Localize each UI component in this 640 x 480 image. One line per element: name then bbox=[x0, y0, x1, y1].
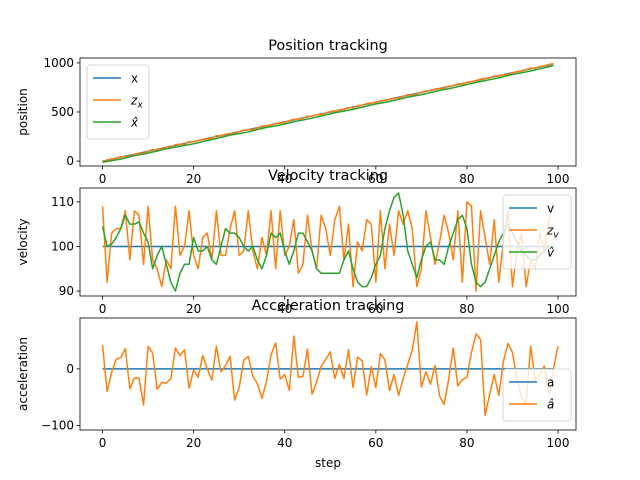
x-tick-label: 0 bbox=[99, 436, 107, 450]
legend-label-x: x bbox=[131, 72, 138, 86]
series-line-v_hat bbox=[101, 192, 554, 292]
y-tick-label: 110 bbox=[51, 195, 74, 209]
y-tick-label: 100 bbox=[51, 239, 74, 253]
x-tick-label: 100 bbox=[547, 436, 570, 450]
x-tick-label: 40 bbox=[277, 172, 292, 186]
axes-3-legend: a â bbox=[502, 368, 572, 422]
axes-2-frame bbox=[79, 187, 577, 297]
axes-2-y-label: velocity bbox=[16, 219, 30, 266]
x-tick-label: 20 bbox=[186, 436, 201, 450]
y-tick-label: 500 bbox=[51, 105, 74, 119]
x-tick-label: 40 bbox=[277, 436, 292, 450]
legend-box bbox=[502, 194, 572, 270]
axes-1-y-label: position bbox=[16, 88, 30, 136]
axes-2-series-group bbox=[101, 192, 555, 292]
x-tick-label: 100 bbox=[547, 302, 570, 316]
y-tick-label: 0 bbox=[66, 362, 74, 376]
figure-x-axis-label: step bbox=[315, 456, 341, 470]
x-tick-label: 0 bbox=[99, 172, 107, 186]
legend-label-v_hat: v̂ bbox=[547, 246, 555, 260]
x-tick-label: 40 bbox=[277, 302, 292, 316]
x-tick-label: 80 bbox=[459, 172, 474, 186]
axes-2: 0 20 40 60 80 100 90 100 110 Velocity tracking vel… bbox=[16, 168, 577, 316]
x-tick-label: 80 bbox=[459, 436, 474, 450]
axes-2-title: Velocity tracking bbox=[268, 168, 388, 184]
legend-box bbox=[86, 64, 150, 140]
y-tick-label: −100 bbox=[41, 418, 74, 432]
series-line-z_x bbox=[102, 62, 554, 163]
axes-3-y-label: acceleration bbox=[16, 337, 30, 411]
x-tick-label: 60 bbox=[368, 436, 383, 450]
series-line-x_hat bbox=[102, 64, 554, 164]
legend-label-z_x: zx bbox=[130, 94, 143, 111]
x-tick-label: 80 bbox=[459, 302, 474, 316]
x-tick-label: 0 bbox=[99, 302, 107, 316]
axes-2-legend: v zv v̂ bbox=[502, 194, 572, 270]
axes-1-title: Position tracking bbox=[268, 38, 387, 54]
x-tick-label: 60 bbox=[368, 172, 383, 186]
legend-label-a_hat: â bbox=[547, 398, 554, 412]
series-line-z_v bbox=[101, 201, 555, 292]
legend-label-v: v bbox=[547, 202, 554, 216]
x-tick-label: 60 bbox=[368, 302, 383, 316]
axes-1-legend: x zx x̂ bbox=[86, 64, 150, 140]
axes-3-title: Acceleration tracking bbox=[252, 298, 405, 314]
x-tick-label: 20 bbox=[186, 302, 201, 316]
legend-label-a: a bbox=[547, 376, 554, 390]
series-line-a_hat bbox=[101, 321, 559, 417]
axes-3: 0 20 40 60 80 100 −100 0 Acceleration tracking ac… bbox=[16, 298, 577, 450]
legend-label-x_hat: x̂ bbox=[130, 116, 139, 130]
y-tick-label: 0 bbox=[66, 154, 74, 168]
axes-1-series-group bbox=[102, 62, 554, 164]
y-tick-label: 1000 bbox=[43, 56, 74, 70]
legend-box bbox=[502, 368, 572, 422]
x-tick-label: 20 bbox=[186, 172, 201, 186]
y-tick-label: 90 bbox=[59, 284, 74, 298]
x-tick-label: 100 bbox=[547, 172, 570, 186]
legend-label-z_v: zv bbox=[546, 224, 559, 241]
axes-3-frame bbox=[79, 317, 577, 431]
axes-3-series-group bbox=[101, 321, 559, 417]
